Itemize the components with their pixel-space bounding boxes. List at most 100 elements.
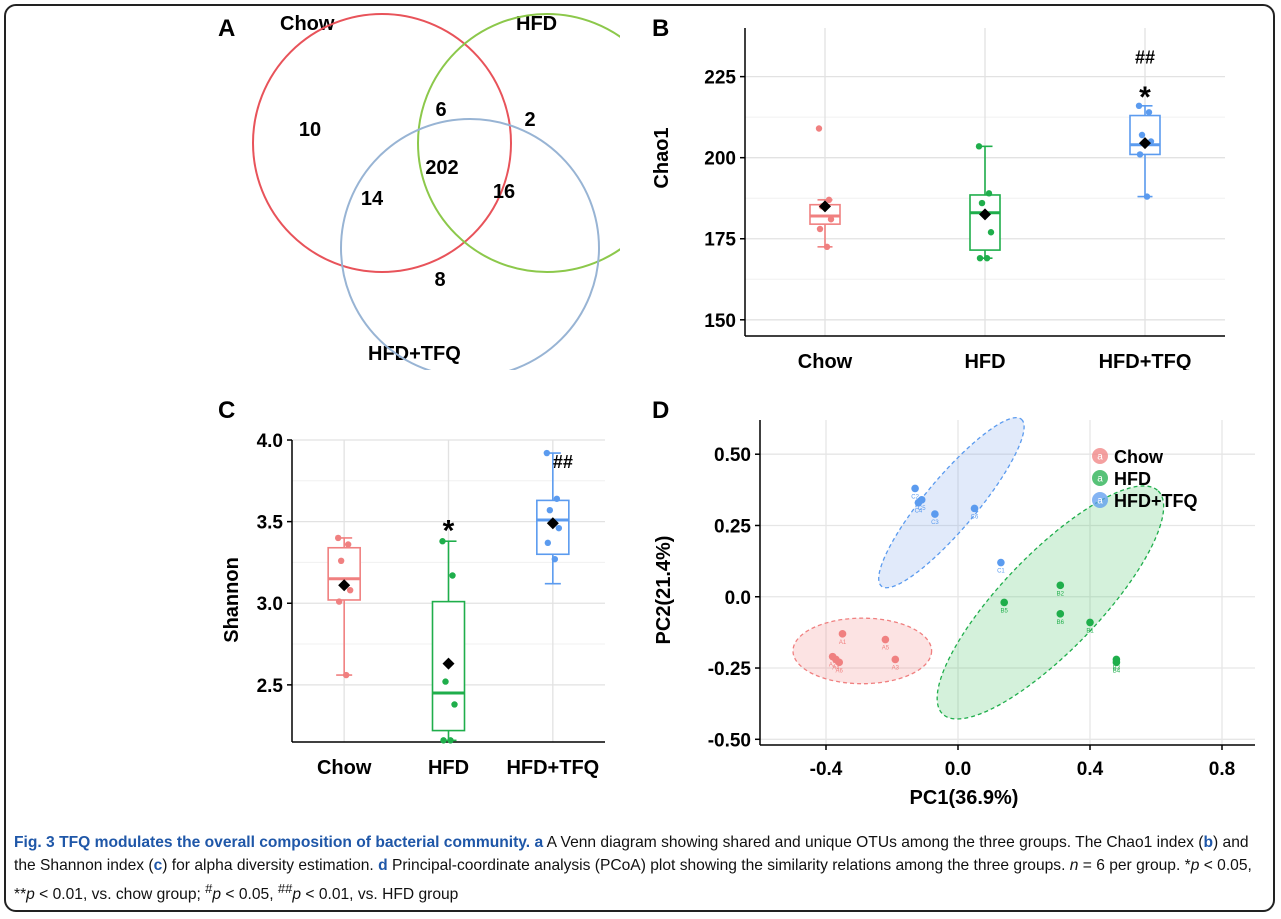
box-hfdtfq (1129, 102, 1161, 200)
caption-p4: p (292, 886, 302, 904)
legend-swatch-glyph: a (1097, 496, 1103, 507)
data-point (553, 495, 561, 502)
confidence-ellipse-chow (792, 617, 933, 685)
legend-label: HFD+TFQ (1114, 491, 1198, 511)
x-tick-label-hfd: HFD (964, 351, 1005, 370)
y-tick-label: -0.25 (708, 659, 752, 680)
sample-point (1000, 598, 1008, 607)
box-hfdtfq (536, 449, 570, 585)
data-point (815, 125, 823, 132)
sample-point (1086, 618, 1094, 627)
mean-marker (979, 208, 991, 221)
legend-label: Chow (1114, 447, 1164, 467)
data-point (1138, 131, 1146, 139)
sample-label: A2 (829, 663, 837, 669)
y-tick-label: 3.5 (257, 513, 284, 534)
x-tick-label: 0.0 (945, 759, 971, 780)
caption-text-a: A Venn diagram showing shared and unique… (543, 834, 1204, 851)
venn-circle-chow (252, 13, 512, 273)
sample-label: A3 (892, 665, 900, 671)
y-axis-label: Shannon (221, 557, 243, 643)
panel-label-a: A (218, 15, 235, 42)
y-tick-label: 0.50 (714, 445, 751, 466)
iqr-box (327, 546, 361, 601)
y-tick-label: 225 (704, 68, 736, 89)
data-point (823, 243, 831, 251)
figure-caption: Fig. 3 TFQ modulates the overall composi… (14, 831, 1269, 906)
confidence-ellipse-hfd (936, 485, 1165, 720)
data-point (440, 737, 447, 744)
y-tick-label: 0.0 (725, 588, 751, 609)
caption-hash1: # (205, 881, 213, 896)
sample-label: C5 (918, 506, 926, 512)
data-point (976, 254, 984, 262)
data-point (449, 572, 456, 579)
venn-circle-hfd (417, 13, 620, 273)
data-point (978, 199, 986, 207)
caption-t1: < 0.05, ** (14, 857, 1252, 904)
caption-fig-title: TFQ modulates the overall composition of… (59, 834, 531, 851)
sample-label: A6 (836, 668, 844, 674)
x-tick-label-hfd: HFD (428, 757, 469, 779)
venn-count-chow-tfq: 14 (361, 188, 384, 210)
sample-label: A1 (839, 640, 847, 646)
venn-set-label-hfd: HFD (516, 13, 557, 35)
figure-frame (4, 4, 1275, 912)
data-point (335, 598, 343, 605)
caption-letter-c: c (153, 857, 163, 874)
venn-set-label-tfq: HFD+TFQ (368, 343, 461, 365)
data-point (1135, 102, 1143, 110)
caption-t4: < 0.01, vs. HFD group (301, 886, 459, 904)
significance-marker: ## (553, 452, 573, 472)
venn-set-label-chow: Chow (280, 13, 335, 35)
data-point (337, 557, 345, 564)
data-point (1143, 193, 1151, 200)
sample-point (891, 655, 900, 664)
caption-n-value: = 6 per group. * (1078, 857, 1191, 874)
mean-marker (442, 657, 455, 670)
data-point (816, 225, 824, 233)
y-tick-label: 0.25 (714, 516, 751, 537)
sample-label: B3 (1113, 665, 1121, 671)
sample-label: C6 (971, 514, 979, 520)
caption-t2: < 0.01, vs. chow group; (34, 886, 206, 904)
significance-marker: * (443, 515, 455, 548)
caption-text-c: ) for alpha diversity estimation. (162, 857, 379, 874)
x-tick-label: 0.8 (1209, 759, 1235, 780)
venn-circle-tfq (340, 118, 600, 370)
data-point (1145, 109, 1153, 116)
significance-marker: * (1139, 81, 1151, 114)
box-chow (327, 534, 361, 679)
caption-letter-b: b (1203, 834, 1213, 851)
y-tick-label: 2.5 (257, 676, 284, 697)
sample-point (931, 510, 939, 518)
data-point (983, 254, 991, 262)
y-tick-label: 150 (704, 311, 736, 332)
y-tick-label: 200 (704, 149, 736, 170)
x-tick-label: 0.4 (1077, 759, 1104, 780)
x-tick-label-chow: Chow (317, 757, 372, 779)
caption-p3: p (212, 886, 222, 904)
data-point (827, 216, 835, 223)
data-point (551, 555, 559, 563)
legend-swatch (1092, 492, 1108, 508)
y-tick-label: 3.0 (257, 594, 283, 615)
data-point (346, 586, 354, 594)
caption-letter-a: a (534, 834, 544, 851)
caption-letter-d: d (378, 857, 388, 874)
mean-marker (546, 517, 559, 530)
x-tick-label-hfdtfq: HFD+TFQ (1099, 351, 1192, 370)
sample-label: B1 (1086, 628, 1094, 634)
caption-n: n (1069, 857, 1079, 874)
data-point (543, 449, 551, 457)
sample-point (911, 484, 919, 493)
panel-label-c: C (218, 400, 235, 424)
venn-count-hfd-tfq: 16 (493, 181, 515, 203)
pcoa-scatter-plot: D PC2(21.4%) PC1(36.9%) -0.4 0.0 0.4 0.8 -0.… (652, 400, 1255, 809)
data-point (544, 539, 552, 547)
y-axis-label: Chao1 (651, 127, 673, 188)
caption-fig-label: Fig. 3 (14, 834, 55, 851)
chao1-box-plot: B Chao1 150 175 200 225 Chow HFD HFD+TFQ ## * (651, 15, 1225, 370)
legend-swatch-glyph: a (1097, 452, 1103, 463)
caption-p2: p (26, 886, 35, 904)
